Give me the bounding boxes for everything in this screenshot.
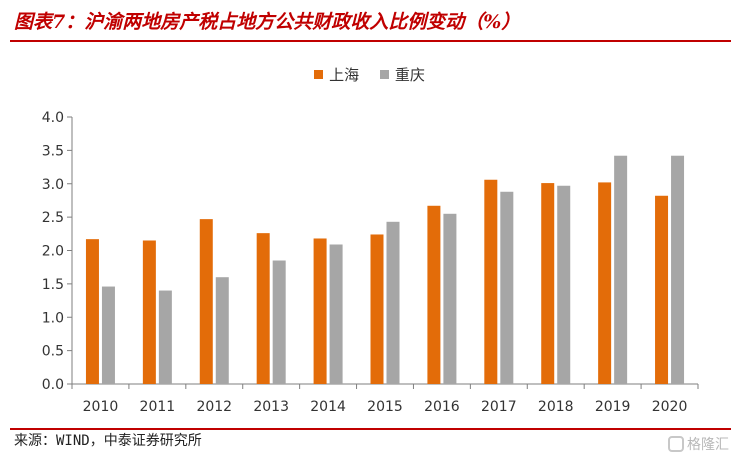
chart-axes xyxy=(67,116,699,389)
bar-chongqing-2012 xyxy=(215,277,229,384)
legend-label-chongqing: 重庆 xyxy=(394,65,425,84)
bar-chongqing-2019 xyxy=(614,155,628,384)
y-tick-label: 0.0 xyxy=(42,377,64,393)
legend-item-shanghai: 上海 xyxy=(314,65,359,85)
bar-chongqing-2015 xyxy=(386,221,400,384)
bar-chongqing-2018 xyxy=(557,185,571,384)
bar-shanghai-2017 xyxy=(484,179,498,384)
y-tick-label: 2.5 xyxy=(42,210,64,226)
watermark-logo-icon xyxy=(668,436,684,452)
bar-chongqing-2014 xyxy=(329,244,343,384)
watermark-text: 格隆汇 xyxy=(687,437,729,453)
bar-shanghai-2012 xyxy=(199,219,213,384)
x-tick-label: 2012 xyxy=(196,399,232,415)
title-divider xyxy=(10,40,731,42)
x-tick-label: 2017 xyxy=(481,399,517,415)
bar-chongqing-2016 xyxy=(443,213,457,384)
x-tick-label: 2013 xyxy=(253,399,289,415)
watermark: 格隆汇 xyxy=(668,434,729,454)
bar-shanghai-2010 xyxy=(85,239,99,384)
bar-shanghai-2020 xyxy=(655,195,669,384)
y-tick-label: 3.0 xyxy=(42,177,64,193)
x-tick-label: 2011 xyxy=(140,399,176,415)
x-tick-label: 2015 xyxy=(367,399,403,415)
x-tick-label: 2019 xyxy=(595,399,631,415)
chart-bars xyxy=(85,155,685,384)
y-tick-label: 3.5 xyxy=(42,143,64,159)
y-tick-label: 1.0 xyxy=(42,310,64,326)
y-tick-label: 4.0 xyxy=(42,110,64,126)
bar-shanghai-2016 xyxy=(427,205,441,384)
legend-swatch-chongqing xyxy=(379,70,389,79)
chart-title: 图表7：沪渝两地房产税占地方公共财政收入比例变动（%） xyxy=(14,11,521,33)
chart-tick-labels: 0.0 0.5 1.0 1.5 2.0 2.5 3.0 3.5 4.0 2010 2011 2012 2… xyxy=(42,110,688,415)
bar-shanghai-2013 xyxy=(256,233,270,384)
bar-chongqing-2017 xyxy=(500,191,514,384)
bar-shanghai-2014 xyxy=(313,238,327,384)
bar-chongqing-2020 xyxy=(671,155,685,384)
x-tick-label: 2010 xyxy=(83,399,119,415)
footer-divider xyxy=(10,428,731,430)
x-tick-label: 2016 xyxy=(424,399,460,415)
y-tick-label: 0.5 xyxy=(42,344,64,360)
x-tick-label: 2014 xyxy=(310,399,346,415)
y-tick-label: 2.0 xyxy=(42,244,64,260)
y-tick-label: 1.5 xyxy=(42,277,64,293)
bar-shanghai-2011 xyxy=(142,240,156,384)
bar-shanghai-2015 xyxy=(370,234,384,384)
bar-chongqing-2013 xyxy=(272,260,286,384)
bar-chongqing-2011 xyxy=(158,290,172,384)
source-note: 来源：WIND，中泰证券研究所 xyxy=(14,433,202,449)
legend-swatch-shanghai xyxy=(314,70,324,79)
bar-shanghai-2018 xyxy=(541,183,555,384)
legend-label-shanghai: 上海 xyxy=(329,65,360,84)
chart-legend: 上海 重庆 xyxy=(0,64,739,85)
legend-item-chongqing: 重庆 xyxy=(379,65,425,85)
bar-shanghai-2019 xyxy=(598,182,612,384)
bar-chongqing-2010 xyxy=(101,286,115,384)
x-tick-label: 2018 xyxy=(538,399,574,415)
x-tick-label: 2020 xyxy=(652,399,688,415)
